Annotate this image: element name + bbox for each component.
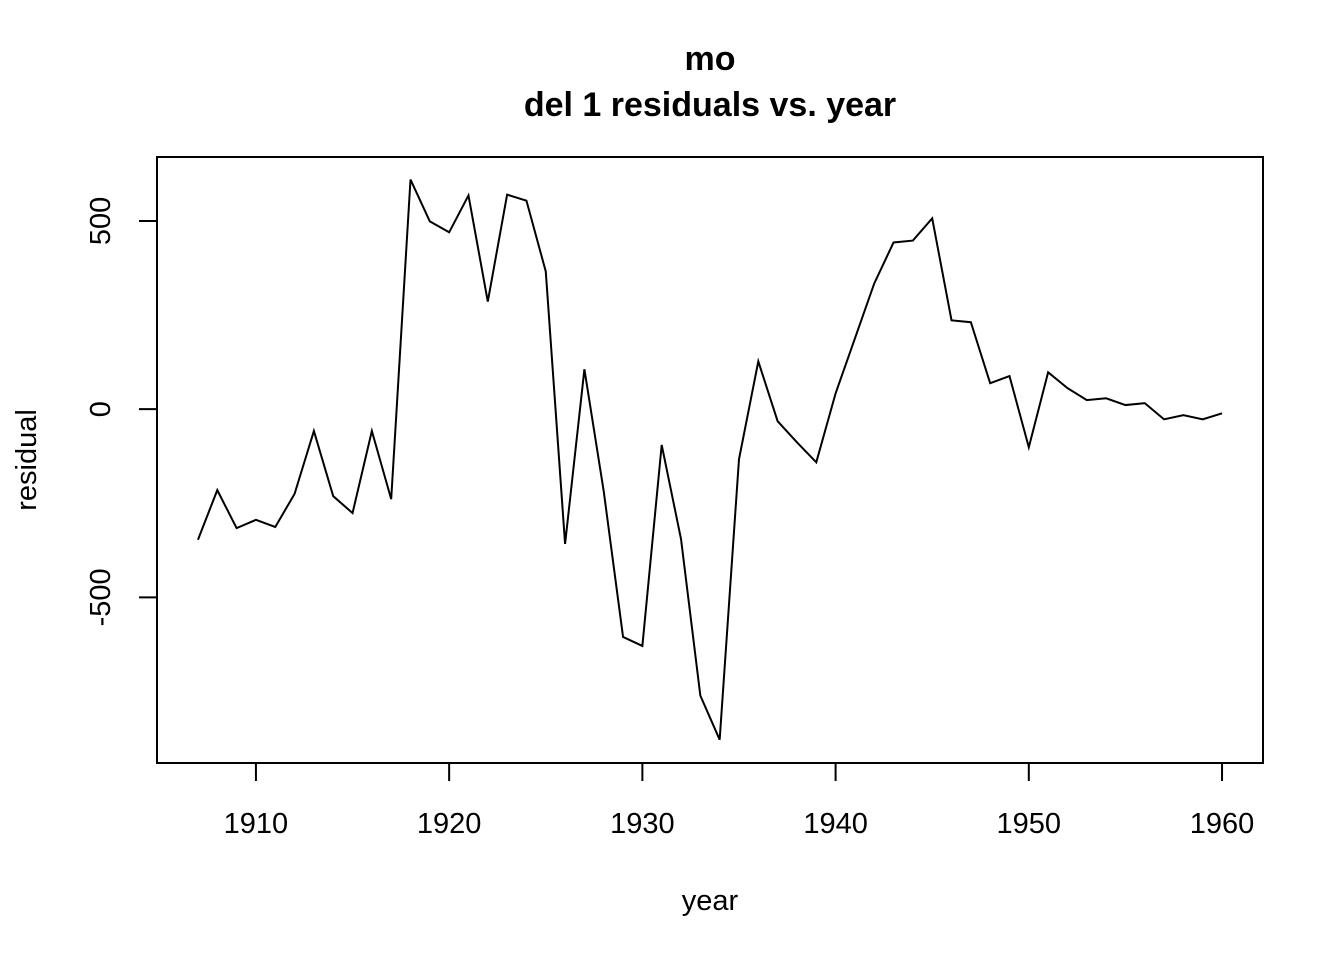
x-tick-label: 1930	[610, 808, 675, 840]
y-axis-label: residual	[11, 409, 43, 511]
x-tick-label: 1940	[803, 808, 868, 840]
x-tick-label: 1920	[417, 808, 482, 840]
plot-frame	[156, 156, 1264, 764]
x-tick-label: 1960	[1190, 808, 1255, 840]
y-tick-label: -500	[85, 568, 117, 626]
chart-subtitle: del 1 residuals vs. year	[524, 86, 896, 124]
x-tick-label: 1950	[997, 808, 1062, 840]
y-tick-label: 0	[85, 401, 117, 417]
chart-title: mo	[685, 40, 736, 78]
x-axis-label: year	[682, 885, 739, 917]
x-tick-label: 1910	[224, 808, 289, 840]
line	[197, 179, 1223, 741]
y-tick-label: 500	[85, 197, 117, 245]
